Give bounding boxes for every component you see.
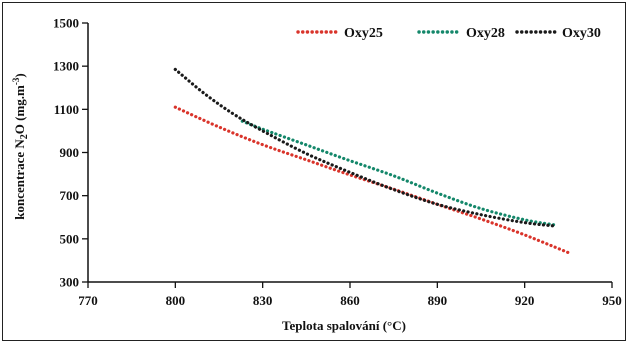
axes — [87, 23, 612, 283]
series-line-oxy30 — [173, 67, 556, 228]
y-tick-label: 900 — [60, 145, 80, 160]
series-line-oxy25 — [173, 105, 570, 255]
chart-frame — [2, 2, 626, 341]
series-group — [173, 67, 570, 255]
legend-label-oxy30: Oxy30 — [562, 26, 601, 41]
y-axis-title-part: O (mg.m — [12, 85, 27, 134]
y-tick-label: 1300 — [53, 59, 79, 74]
y-tick-label: 700 — [60, 188, 80, 203]
x-ticks: 770 800 830 860 890 920 950 — [78, 282, 622, 308]
y-axis-title-subscript: 2 — [19, 134, 30, 139]
legend-label-oxy25: Oxy25 — [344, 26, 383, 41]
x-tick-label: 800 — [166, 293, 186, 308]
y-tick-label: 1500 — [53, 16, 79, 31]
series-line-oxy28 — [240, 119, 556, 227]
y-tick-label: 500 — [60, 231, 80, 246]
y-tick-label: 1100 — [54, 102, 79, 117]
y-ticks: 300 500 700 900 1100 1300 1500 — [53, 16, 88, 290]
y-axis-title-part: koncentrace N — [12, 139, 27, 220]
legend-label-oxy28: Oxy28 — [466, 26, 505, 41]
y-axis-title-superscript: -3 — [11, 77, 21, 85]
x-tick-label: 860 — [340, 293, 360, 308]
y-axis-title-part: ) — [12, 73, 27, 77]
x-tick-label: 770 — [78, 293, 98, 308]
legend: Oxy25 Oxy28 Oxy30 — [296, 26, 601, 41]
x-tick-label: 920 — [515, 293, 535, 308]
x-tick-label: 830 — [253, 293, 273, 308]
x-tick-label: 890 — [428, 293, 448, 308]
x-axis-title: Teplota spalování (°C) — [282, 318, 406, 333]
x-tick-label: 950 — [602, 293, 622, 308]
y-tick-label: 300 — [60, 275, 80, 290]
y-axis-title: koncentrace N2O (mg.m-3) — [11, 73, 30, 219]
